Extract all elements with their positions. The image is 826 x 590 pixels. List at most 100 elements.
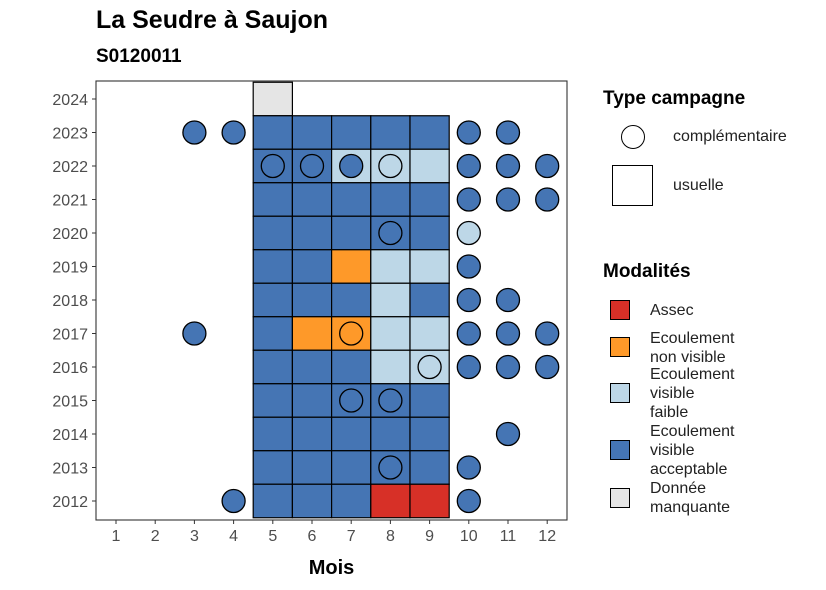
point-complementaire [417, 354, 442, 380]
chart-subtitle: S0120011 [96, 46, 182, 67]
point-complementaire [378, 220, 403, 246]
legend-label-complementaire: complémentaire [673, 128, 787, 145]
point-complementaire [339, 153, 364, 179]
tile-usuelle [409, 148, 450, 184]
y-tick-label: 2015 [52, 394, 88, 411]
legend-key-non-visible [610, 337, 630, 357]
tile-usuelle [252, 249, 293, 284]
legend-label-visible-acceptable: Ecoulement visible acceptable [650, 423, 735, 478]
y-tick-label: 2017 [52, 327, 88, 344]
tile-usuelle [409, 215, 450, 251]
legend-key-donnee-manquante [610, 488, 630, 508]
tile-usuelle [252, 416, 293, 452]
point-complementaire [221, 488, 246, 514]
legend-type-title: Type campagne [603, 88, 746, 109]
point-complementaire [495, 187, 521, 212]
tile-usuelle [331, 450, 372, 485]
point-complementaire [495, 287, 521, 313]
x-axis-title: Mois [309, 557, 355, 579]
tile-usuelle [252, 316, 293, 351]
tile-usuelle [291, 316, 333, 351]
x-tick-label: 3 [190, 528, 199, 545]
legend-key-visible-acceptable [610, 440, 630, 460]
y-tick-label: 2022 [52, 159, 88, 176]
tile-usuelle [331, 115, 372, 150]
tile-usuelle [291, 215, 333, 251]
point-complementaire [495, 421, 521, 447]
point-complementaire [378, 153, 403, 179]
tile-usuelle [291, 383, 333, 418]
y-tick-label: 2020 [52, 226, 88, 243]
tile-usuelle [331, 349, 372, 385]
point-complementaire [495, 321, 521, 346]
legend-key-visible-faible [610, 383, 630, 403]
x-tick-label: 12 [538, 528, 556, 545]
tile-usuelle [409, 282, 450, 318]
y-tick-label: 2014 [52, 427, 88, 444]
legend-label-non-visible: Ecoulement non visible [650, 330, 735, 366]
y-tick-label: 2018 [52, 293, 88, 310]
tile-usuelle [331, 215, 372, 251]
tile-usuelle [291, 182, 333, 217]
tile-usuelle [370, 282, 411, 318]
tile-usuelle [252, 182, 293, 217]
point-complementaire [456, 187, 481, 212]
point-complementaire [456, 488, 481, 514]
tile-usuelle [331, 249, 372, 284]
legend-label-usuelle: usuelle [673, 177, 724, 194]
tile-usuelle [252, 81, 293, 117]
point-complementaire [299, 153, 325, 179]
tile-usuelle [291, 483, 333, 519]
tile-usuelle [370, 483, 411, 519]
x-tick-label: 8 [386, 528, 395, 545]
tile-usuelle [409, 383, 450, 418]
tile-usuelle [409, 483, 450, 519]
tile-usuelle [409, 249, 450, 284]
tile-usuelle [252, 215, 293, 251]
point-complementaire [456, 220, 481, 246]
tile-usuelle [370, 249, 411, 284]
point-complementaire [456, 120, 481, 145]
tile-usuelle [370, 115, 411, 150]
tile-usuelle [252, 450, 293, 485]
tile-usuelle [291, 282, 333, 318]
legend-label-assec: Assec [650, 302, 694, 319]
tile-usuelle [370, 349, 411, 385]
tile-usuelle [370, 316, 411, 351]
point-complementaire [495, 153, 521, 179]
point-complementaire [456, 254, 481, 279]
point-complementaire [339, 321, 364, 346]
x-tick-label: 10 [460, 528, 478, 545]
point-complementaire [182, 120, 207, 145]
x-tick-label: 7 [347, 528, 356, 545]
tile-usuelle [409, 450, 450, 485]
tile-usuelle [291, 249, 333, 284]
point-complementaire [378, 455, 403, 480]
legend-label-donnee-manquante: Donnée manquante [650, 480, 731, 516]
point-complementaire [535, 354, 560, 380]
tile-usuelle [252, 115, 293, 150]
tile-usuelle [409, 316, 450, 351]
tile-usuelle [370, 182, 411, 217]
tile-usuelle [291, 349, 333, 385]
x-tick-label: 11 [500, 528, 517, 545]
y-tick-label: 2021 [52, 193, 88, 210]
x-tick-label: 5 [268, 528, 277, 545]
tile-usuelle [331, 182, 372, 217]
tile-usuelle [331, 282, 372, 318]
point-complementaire [456, 455, 481, 480]
x-tick-label: 9 [425, 528, 434, 545]
point-complementaire [495, 354, 521, 380]
point-complementaire [535, 187, 560, 212]
tile-usuelle [252, 383, 293, 418]
x-tick-label: 6 [308, 528, 317, 545]
y-tick-label: 2016 [52, 360, 88, 377]
tile-usuelle [291, 115, 333, 150]
point-complementaire [260, 153, 285, 179]
tile-usuelle [291, 416, 333, 452]
tile-usuelle [331, 483, 372, 519]
legend-key-usuelle [612, 165, 653, 206]
tile-usuelle [331, 416, 372, 452]
point-complementaire [182, 321, 207, 346]
